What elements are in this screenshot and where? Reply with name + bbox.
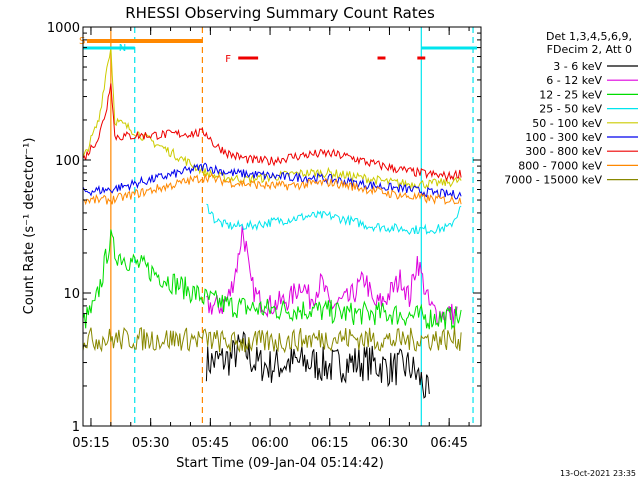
x-tick-label-1: 05:30: [132, 436, 169, 451]
legend: Det 1,3,4,5,6,9,FDecim 2, Att 0 3 - 6 keV…: [504, 30, 638, 187]
legend-label-5: 100 - 300 keV: [525, 131, 602, 144]
x-tick-label-6: 06:45: [430, 436, 467, 451]
series-group: [83, 27, 474, 426]
series-line-8-seg-0: [83, 326, 462, 354]
legend-label-6: 300 - 800 keV: [525, 145, 602, 158]
legend-header-0: Det 1,3,4,5,6,9,: [546, 30, 632, 43]
y-axis-label: Count Rate (s⁻¹ detector⁻¹): [22, 138, 37, 315]
legend-label-1: 6 - 12 keV: [546, 74, 602, 87]
x-tick-label-5: 06:30: [371, 436, 408, 451]
legend-label-7: 800 - 7000 keV: [518, 159, 602, 172]
y-tick-label-2: 100: [55, 154, 80, 169]
y-axis-ticks: 1 10 100 1000: [47, 21, 481, 435]
series-line-2-seg-0: [83, 229, 462, 330]
x-axis-label: Start Time (09-Jan-04 05:14:42): [176, 456, 384, 471]
y-tick-label-0: 1: [72, 420, 80, 435]
timestamp: 13-Oct-2021 23:35: [560, 469, 636, 478]
plot-area: S N F: [79, 27, 478, 426]
x-axis-ticks: 05:15 05:30 05:45 06:00 06:15 06:30 06:45: [72, 27, 470, 451]
legend-label-3: 25 - 50 keV: [539, 103, 602, 116]
x-tick-label-3: 06:00: [251, 436, 288, 451]
series-line-0-seg-0: [205, 331, 430, 399]
attenuator-label: S: [79, 36, 85, 47]
y-tick-label-3: 1000: [47, 21, 80, 36]
legend-label-0: 3 - 6 keV: [553, 60, 602, 73]
legend-header-1: FDecim 2, Att 0: [547, 43, 632, 56]
legend-label-2: 12 - 25 keV: [539, 88, 602, 101]
legend-label-4: 50 - 100 keV: [532, 117, 602, 130]
x-tick-label-2: 05:45: [192, 436, 229, 451]
series-line-7-seg-0: [83, 173, 462, 206]
legend-label-8: 7000 - 15000 keV: [504, 174, 602, 187]
series-line-6-seg-0: [83, 83, 462, 182]
series-line-3-seg-0: [206, 203, 462, 235]
chart-title: RHESSI Observing Summary Count Rates: [125, 4, 435, 22]
flag-label-0: N: [119, 43, 126, 54]
flare-label: F: [225, 54, 231, 65]
y-tick-label-1: 10: [63, 287, 80, 302]
x-tick-label-4: 06:15: [311, 436, 348, 451]
series-line-5-seg-0: [83, 162, 462, 200]
plot-frame: [82, 26, 482, 427]
x-tick-label-0: 05:15: [72, 436, 109, 451]
